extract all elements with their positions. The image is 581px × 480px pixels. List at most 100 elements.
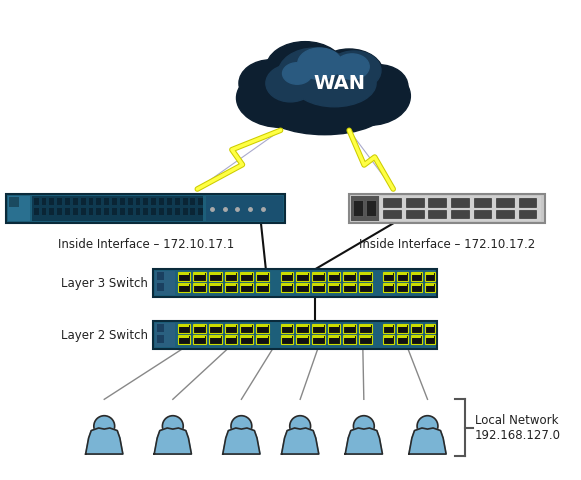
FancyBboxPatch shape [397,324,408,333]
FancyBboxPatch shape [155,323,175,347]
FancyBboxPatch shape [179,273,189,275]
FancyBboxPatch shape [178,324,191,333]
FancyBboxPatch shape [120,198,125,205]
FancyBboxPatch shape [328,335,340,344]
FancyBboxPatch shape [195,273,205,275]
FancyBboxPatch shape [175,208,180,215]
Ellipse shape [282,63,312,84]
FancyBboxPatch shape [209,324,222,333]
FancyBboxPatch shape [57,198,62,205]
FancyBboxPatch shape [167,198,172,205]
FancyBboxPatch shape [179,325,189,327]
Ellipse shape [293,60,376,107]
FancyBboxPatch shape [360,336,371,338]
Circle shape [353,416,374,436]
FancyBboxPatch shape [179,284,189,286]
FancyBboxPatch shape [425,324,435,333]
FancyBboxPatch shape [191,208,195,215]
FancyBboxPatch shape [344,284,355,286]
FancyBboxPatch shape [329,325,339,327]
Ellipse shape [239,60,303,107]
FancyBboxPatch shape [383,198,401,207]
FancyBboxPatch shape [34,198,38,205]
FancyBboxPatch shape [451,210,469,218]
FancyBboxPatch shape [359,335,372,344]
FancyBboxPatch shape [157,324,164,332]
Ellipse shape [327,51,381,90]
FancyBboxPatch shape [297,273,308,275]
FancyBboxPatch shape [344,325,355,327]
Text: Inside Interface – 172.10.17.2: Inside Interface – 172.10.17.2 [359,238,535,251]
FancyBboxPatch shape [193,324,206,333]
FancyBboxPatch shape [257,284,268,286]
Polygon shape [282,428,319,454]
Polygon shape [85,428,123,454]
FancyBboxPatch shape [241,325,252,327]
Circle shape [231,416,252,436]
FancyBboxPatch shape [343,272,356,281]
FancyBboxPatch shape [155,271,175,295]
FancyBboxPatch shape [349,194,545,223]
FancyBboxPatch shape [153,269,437,297]
FancyBboxPatch shape [57,208,62,215]
FancyBboxPatch shape [182,208,188,215]
FancyBboxPatch shape [65,198,70,205]
FancyBboxPatch shape [398,273,407,275]
FancyBboxPatch shape [257,336,268,338]
Polygon shape [345,428,382,454]
FancyBboxPatch shape [178,272,191,281]
FancyBboxPatch shape [296,335,309,344]
FancyBboxPatch shape [519,198,536,207]
FancyBboxPatch shape [241,284,252,286]
FancyBboxPatch shape [383,272,394,281]
FancyBboxPatch shape [329,336,339,338]
FancyBboxPatch shape [313,284,324,286]
Text: WAN: WAN [313,74,365,93]
Ellipse shape [278,48,352,99]
Text: Layer 2 Switch: Layer 2 Switch [62,328,148,341]
FancyBboxPatch shape [210,284,221,286]
FancyBboxPatch shape [153,321,437,349]
FancyBboxPatch shape [343,283,356,292]
FancyBboxPatch shape [359,272,372,281]
FancyBboxPatch shape [257,273,268,275]
FancyBboxPatch shape [296,283,309,292]
Ellipse shape [261,81,388,135]
FancyBboxPatch shape [225,272,238,281]
FancyBboxPatch shape [496,210,514,218]
FancyBboxPatch shape [96,198,101,205]
FancyBboxPatch shape [425,273,435,275]
FancyBboxPatch shape [42,208,46,215]
FancyBboxPatch shape [282,284,292,286]
FancyBboxPatch shape [412,325,421,327]
FancyBboxPatch shape [225,283,238,292]
FancyBboxPatch shape [195,336,205,338]
Ellipse shape [327,67,410,125]
FancyBboxPatch shape [73,208,78,215]
Circle shape [163,416,183,436]
FancyBboxPatch shape [281,272,293,281]
FancyBboxPatch shape [328,324,340,333]
FancyBboxPatch shape [225,325,236,327]
FancyBboxPatch shape [406,198,424,207]
Ellipse shape [236,69,325,127]
FancyBboxPatch shape [328,283,340,292]
FancyBboxPatch shape [519,210,536,218]
FancyBboxPatch shape [257,325,268,327]
FancyBboxPatch shape [73,198,78,205]
FancyBboxPatch shape [381,196,541,221]
FancyBboxPatch shape [296,324,309,333]
Polygon shape [223,428,260,454]
FancyBboxPatch shape [411,283,422,292]
FancyBboxPatch shape [282,325,292,327]
FancyBboxPatch shape [474,210,491,218]
FancyBboxPatch shape [397,272,408,281]
Ellipse shape [297,48,342,79]
FancyBboxPatch shape [383,283,394,292]
FancyBboxPatch shape [104,198,109,205]
FancyBboxPatch shape [225,284,236,286]
FancyBboxPatch shape [312,283,325,292]
FancyBboxPatch shape [451,198,469,207]
FancyBboxPatch shape [198,208,203,215]
FancyBboxPatch shape [411,272,422,281]
